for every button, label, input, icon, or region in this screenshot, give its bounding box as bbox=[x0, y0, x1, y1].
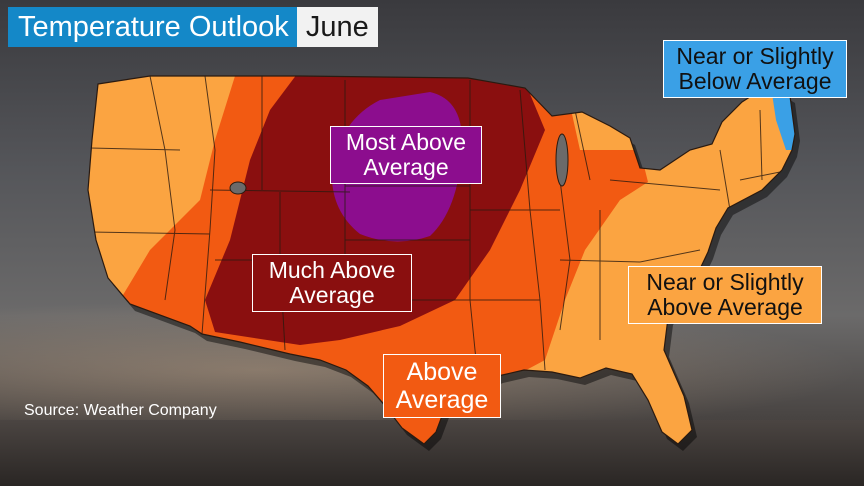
great-salt-lake bbox=[229, 181, 247, 195]
label-near-above-average: Near or Slightly Above Average bbox=[628, 266, 822, 324]
title-bar: Temperature Outlook June bbox=[8, 7, 378, 47]
lake-michigan bbox=[555, 133, 569, 187]
label-above-average: Above Average bbox=[383, 354, 501, 418]
us-outline bbox=[87, 75, 796, 445]
label-most-above-average: Most Above Average bbox=[330, 126, 482, 184]
month-label: June bbox=[296, 7, 378, 47]
label-much-above-average: Much Above Average bbox=[252, 254, 412, 312]
page-title: Temperature Outlook bbox=[8, 7, 297, 47]
label-near-below-average: Near or Slightly Below Average bbox=[663, 40, 847, 98]
source-credit: Source: Weather Company bbox=[24, 402, 217, 419]
